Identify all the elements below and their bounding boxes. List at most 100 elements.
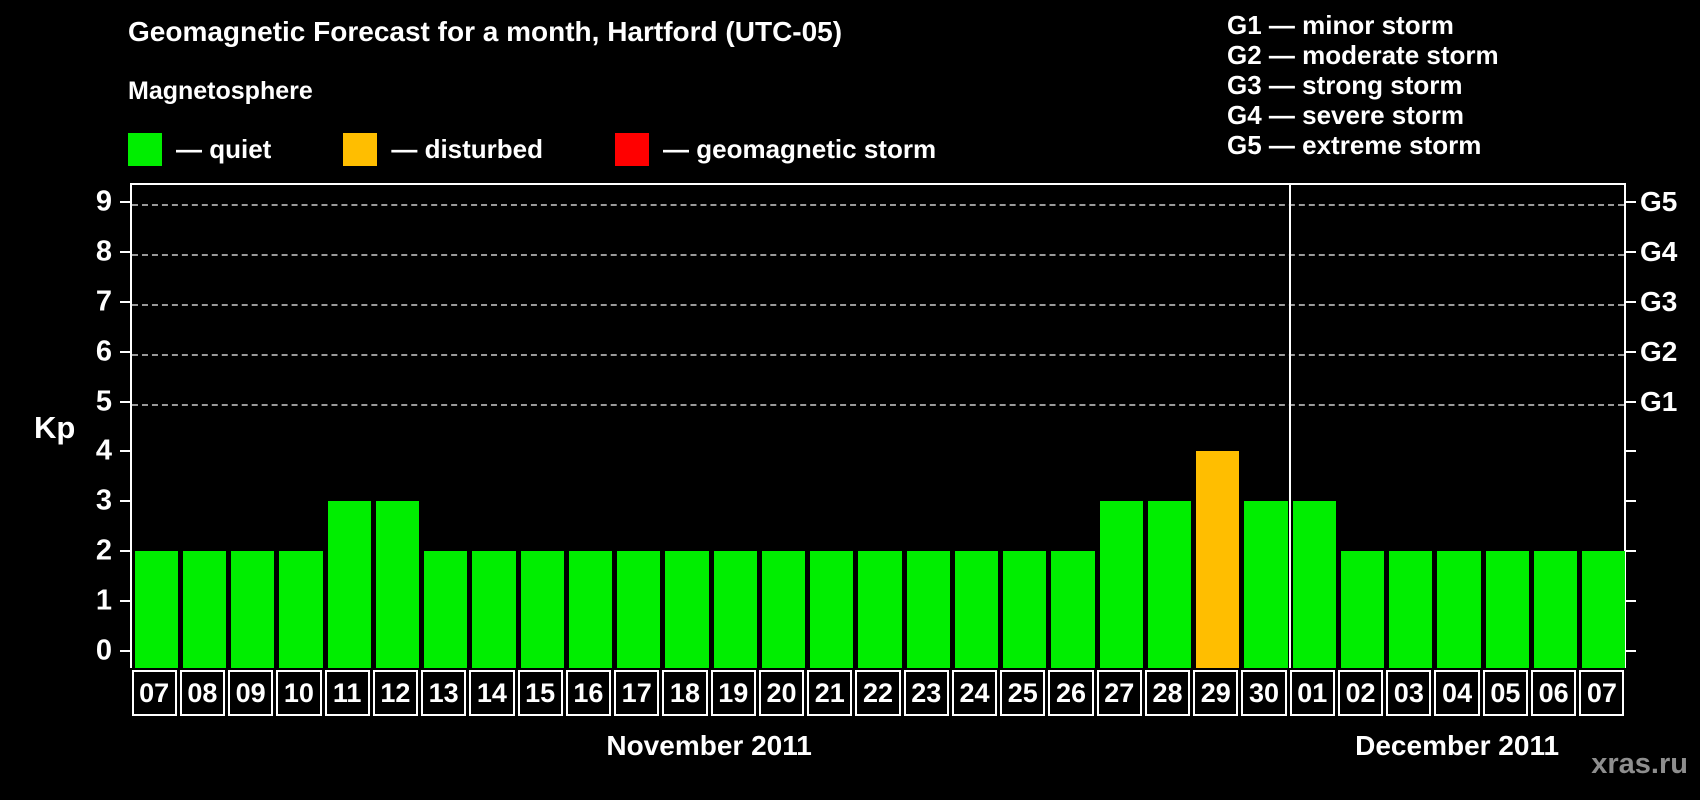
day-label-11: 11: [324, 670, 370, 716]
day-label-06: 06: [1530, 670, 1577, 716]
y-tick-right-5: [1626, 400, 1636, 403]
kp-bar-day-16: [568, 551, 613, 668]
kp-bar-day-21: [810, 551, 854, 668]
kp-bar-day-02: [1340, 551, 1385, 668]
day-label-08: 08: [179, 670, 225, 716]
y-tick-label-5: 5: [95, 385, 112, 418]
month-label-1: December 2011: [1355, 730, 1560, 761]
y-tick-left-9: [120, 200, 130, 203]
y-tick-left-2: [120, 550, 130, 553]
day-label-14: 14: [469, 670, 515, 716]
kp-bar-day-24: [954, 551, 999, 668]
kp-bar-day-17: [617, 551, 661, 668]
kp-bar-day-20: [761, 551, 806, 668]
right-axis-label-G1: G1: [1640, 385, 1678, 417]
y-tick-right-3: [1626, 500, 1636, 503]
kp-bar-day-19: [713, 551, 757, 668]
kp-bar-day-12: [375, 501, 420, 668]
g-scale-legend: G1 — minor storm G2 — moderate storm G3 — …: [1227, 10, 1499, 160]
legend-item-quiet: — quiet: [128, 133, 271, 166]
plot-area: [130, 183, 1626, 668]
day-label-09: 09: [228, 670, 274, 716]
state-legend: — quiet — disturbed — geomagnetic storm: [128, 133, 936, 166]
y-tick-right-7: [1626, 300, 1636, 303]
storm-color-swatch: [615, 133, 650, 166]
day-label-18: 18: [662, 670, 708, 716]
y-tick-right-6: [1626, 350, 1636, 353]
y-tick-right-9: [1626, 200, 1636, 203]
y-tick-right-0: [1626, 650, 1636, 652]
y-tick-left-4: [120, 450, 130, 453]
day-label-12: 12: [372, 670, 419, 716]
kp-bar-day-18: [665, 551, 709, 668]
gridline-kp-7: [132, 303, 1624, 306]
y-tick-label-9: 9: [95, 185, 112, 218]
y-tick-label-8: 8: [95, 235, 112, 268]
day-label-29: 29: [1193, 670, 1239, 716]
kp-bar-day-04: [1437, 551, 1481, 668]
kp-bar-day-22: [858, 551, 902, 668]
y-tick-left-3: [120, 500, 130, 503]
day-label-24: 24: [951, 670, 998, 716]
g-legend-line-2: G2 — moderate storm: [1227, 40, 1499, 70]
day-label-22: 22: [855, 670, 901, 716]
kp-bar-day-25: [1003, 551, 1047, 668]
kp-bar-day-29: [1196, 451, 1240, 668]
kp-bar-day-15: [520, 551, 564, 668]
g-legend-line-4: G4 — severe storm: [1227, 100, 1465, 130]
y-tick-left-7: [120, 300, 130, 303]
magnetosphere-label: Magnetosphere: [128, 77, 313, 105]
g-legend-line-5: G5 — extreme storm: [1227, 130, 1482, 160]
kp-bar-day-27: [1099, 501, 1143, 668]
y-tick-right-2: [1626, 550, 1636, 553]
right-axis-label-G2: G2: [1640, 335, 1678, 367]
month-divider-line: [1289, 185, 1292, 668]
kp-bar-day-10: [279, 551, 323, 668]
legend-label-storm: — geomagnetic storm: [663, 134, 937, 164]
day-label-07: 07: [1579, 670, 1625, 716]
g-legend-line-3: G3 — strong storm: [1227, 70, 1463, 100]
legend-label-quiet: — quiet: [176, 134, 272, 164]
y-tick-left-1: [120, 600, 130, 603]
kp-bar-day-08: [182, 551, 226, 668]
y-tick-left-5: [120, 400, 130, 403]
y-tick-right-1: [1626, 600, 1636, 603]
month-label-0: November 2011: [606, 730, 812, 761]
gridline-kp-5: [132, 403, 1624, 406]
right-axis-label-G5: G5: [1640, 185, 1678, 217]
day-label-21: 21: [807, 670, 853, 716]
day-label-20: 20: [758, 670, 805, 716]
y-tick-label-1: 1: [95, 584, 112, 617]
quiet-color-swatch: [128, 133, 162, 166]
kp-bar-day-09: [231, 551, 275, 668]
y-tick-left-8: [120, 250, 130, 253]
kp-bar-day-28: [1147, 501, 1192, 668]
day-label-07: 07: [131, 670, 177, 716]
y-tick-label-3: 3: [95, 484, 112, 517]
kp-bar-day-11: [327, 501, 371, 668]
day-label-23: 23: [903, 670, 949, 716]
legend-label-disturbed: — disturbed: [391, 134, 544, 164]
watermark: xras.ru: [1591, 748, 1688, 780]
y-tick-label-7: 7: [95, 285, 112, 318]
kp-bar-day-03: [1389, 551, 1433, 668]
day-label-19: 19: [710, 670, 756, 716]
kp-bar-day-13: [424, 551, 468, 668]
day-label-30: 30: [1241, 670, 1287, 716]
day-label-04: 04: [1434, 670, 1480, 716]
y-tick-right-4: [1626, 450, 1636, 453]
gridline-kp-6: [132, 353, 1624, 356]
day-label-01: 01: [1289, 670, 1335, 716]
day-label-28: 28: [1144, 670, 1191, 716]
kp-bar-day-06: [1533, 551, 1578, 668]
day-label-25: 25: [1000, 670, 1046, 716]
day-label-15: 15: [517, 670, 563, 716]
day-label-02: 02: [1337, 670, 1384, 716]
kp-bar-day-01: [1292, 501, 1336, 668]
kp-bar-day-05: [1485, 551, 1529, 668]
day-label-03: 03: [1386, 670, 1432, 716]
kp-bar-day-23: [906, 551, 950, 668]
y-tick-left-0: [120, 650, 130, 652]
right-axis-label-G4: G4: [1640, 235, 1678, 267]
gridline-kp-8: [132, 253, 1624, 256]
